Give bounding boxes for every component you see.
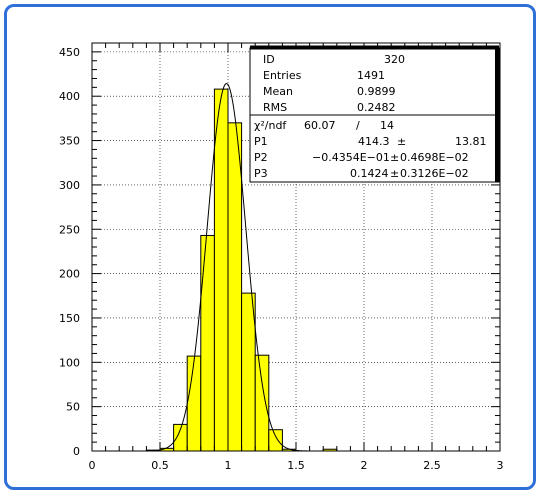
histogram-bar <box>227 122 243 452</box>
x-tick-label: 0 <box>89 459 96 472</box>
histogram-bar <box>268 429 283 452</box>
fit-curve <box>146 83 324 452</box>
stats-rms-value: 0.2482 <box>357 101 396 114</box>
x-tick-label: 1 <box>225 459 232 472</box>
y-tick-label: 300 <box>59 179 80 192</box>
stats-entries-label: Entries <box>263 69 302 82</box>
stats-p1-value: 414.3 <box>358 135 390 148</box>
y-tick-label: 400 <box>59 90 80 103</box>
stats-p3-value: 0.1424 <box>350 167 389 180</box>
stats-p3-error: 0.3126E−02 <box>400 167 469 180</box>
histogram-bar <box>186 355 202 452</box>
stats-p1-label: P1 <box>254 135 268 148</box>
histogram-bar <box>213 88 229 452</box>
gaussian-fit-line <box>146 83 324 452</box>
stats-mean-label: Mean <box>263 85 293 98</box>
stats-ndf-value: 14 <box>380 119 394 132</box>
x-tick-label: 2 <box>361 459 368 472</box>
stats-p2-label: P2 <box>254 151 268 164</box>
y-tick-label: 50 <box>66 401 80 414</box>
stats-chi2-value: 60.07 <box>304 119 336 132</box>
y-tick-label: 100 <box>59 356 80 369</box>
x-tick-label: 1.5 <box>287 459 305 472</box>
stats-p2-value: −0.4354E−01 <box>312 151 390 164</box>
x-tick-label: 0.5 <box>151 459 169 472</box>
y-tick-label: 250 <box>59 223 80 236</box>
stats-p1-pm: ± <box>397 135 406 148</box>
stats-p3-pm: ± <box>390 167 399 180</box>
stats-entries-value: 1491 <box>357 69 385 82</box>
y-tick-label: 450 <box>59 46 80 59</box>
stats-mean-value: 0.9899 <box>357 85 396 98</box>
x-tick-label: 2.5 <box>423 459 441 472</box>
stats-p2-pm: ± <box>390 151 399 164</box>
histogram-bar <box>200 234 215 452</box>
stats-id-value: 320 <box>384 53 405 66</box>
histogram-bar <box>241 292 256 452</box>
histogram-bar <box>254 354 270 452</box>
stats-p2-error: 0.4698E−02 <box>400 151 469 164</box>
y-tick-label: 200 <box>59 268 80 281</box>
y-tick-label: 150 <box>59 312 80 325</box>
stats-p3-label: P3 <box>254 167 268 180</box>
stats-rms-label: RMS <box>263 101 287 114</box>
stats-id-label: ID <box>263 53 275 66</box>
stats-chi2-slash: / <box>356 119 360 132</box>
y-tick-label: 0 <box>73 445 80 458</box>
stats-p1-error: 13.81 <box>455 135 487 148</box>
x-tick-labels: 0 0.5 1 1.5 2 2.5 3 <box>89 459 504 472</box>
x-tick-label: 3 <box>497 459 504 472</box>
stats-box: ID 320 Entries 1491 Mean 0.9899 RMS 0.24… <box>249 45 500 183</box>
stats-chi2-label: χ²/ndf <box>254 119 287 132</box>
y-tick-labels: 0 50 100 150 200 250 300 350 400 450 <box>59 46 80 458</box>
y-tick-label: 350 <box>59 135 80 148</box>
